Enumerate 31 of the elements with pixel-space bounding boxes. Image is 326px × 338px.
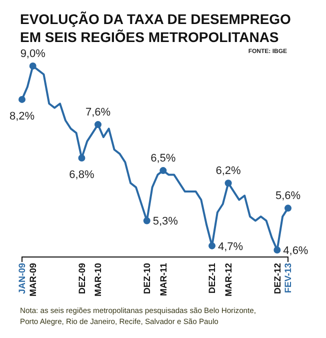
point bbox=[208, 242, 216, 250]
x-tick-label: MAR-09 bbox=[28, 263, 38, 297]
data-label: 8,2% bbox=[9, 110, 35, 122]
point bbox=[143, 217, 150, 224]
x-tick-label: JAN-09 bbox=[17, 263, 28, 294]
data-label: 5,6% bbox=[275, 190, 301, 202]
x-tick-label: FEV-13 bbox=[283, 263, 294, 294]
point bbox=[78, 154, 86, 162]
x-tick-label: DEZ-09 bbox=[76, 263, 87, 294]
point bbox=[284, 204, 292, 212]
x-tick-label: MAR-12 bbox=[223, 263, 234, 297]
x-tick-label: MAR-11 bbox=[158, 263, 168, 296]
data-label: 9,0% bbox=[20, 48, 46, 60]
point bbox=[160, 167, 167, 174]
point bbox=[29, 62, 36, 70]
x-tick-label: DEZ-12 bbox=[272, 263, 282, 294]
x-tick-label: DEZ-11 bbox=[207, 263, 218, 294]
data-label: 4,7% bbox=[218, 240, 244, 253]
data-label: 5,3% bbox=[152, 216, 178, 228]
data-label: 4,6% bbox=[283, 245, 308, 257]
data-label: 7,6% bbox=[85, 106, 111, 119]
point bbox=[18, 96, 26, 103]
point bbox=[94, 121, 102, 128]
chart-title: EVOLUÇÃO DA TAXA DE DESEMPREGO EM SEIS REGIÕES METROPOLITANAS bbox=[20, 11, 292, 45]
data-label: 6,2% bbox=[216, 165, 242, 178]
point bbox=[224, 180, 232, 187]
x-tick-label: DEZ-10 bbox=[142, 263, 152, 294]
data-label: 6,8% bbox=[69, 169, 94, 181]
x-tick-label: MAR-10 bbox=[93, 263, 104, 297]
point bbox=[274, 246, 281, 254]
data-label: 6,5% bbox=[150, 152, 176, 165]
